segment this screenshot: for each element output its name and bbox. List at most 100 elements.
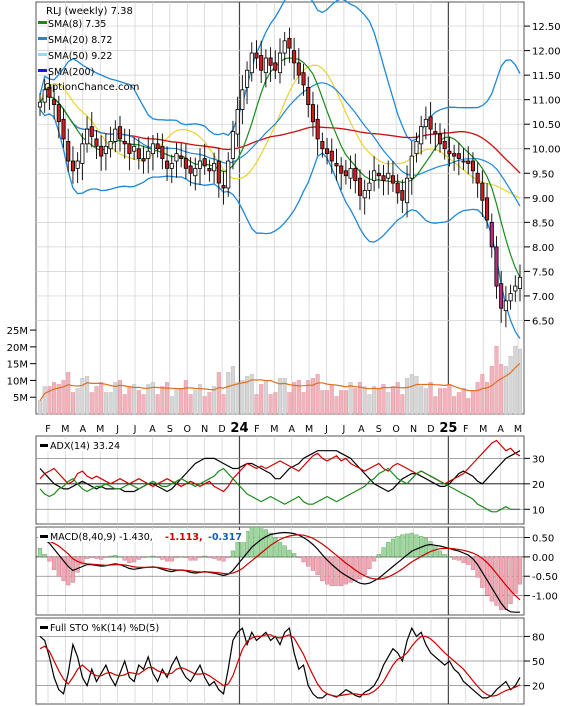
macd-histogram-bar <box>390 538 396 558</box>
x-tick-label: N <box>201 424 208 435</box>
volume-tick-label: 15M <box>7 360 28 371</box>
candle-body <box>343 170 348 177</box>
candle-body <box>94 138 99 147</box>
candlestick <box>268 47 273 83</box>
candle-body <box>99 145 104 157</box>
macd-histogram-bar <box>461 556 466 564</box>
volume-bar <box>263 380 268 415</box>
candle-body <box>66 140 71 162</box>
volume-bar <box>362 386 367 415</box>
candlestick <box>287 27 292 63</box>
macd-histogram-bar <box>127 556 132 564</box>
candle-body <box>146 150 151 159</box>
macd-histogram-bar <box>386 542 391 558</box>
candle-body <box>310 104 315 123</box>
adx-tick-label: 20 <box>532 480 545 491</box>
volume-bar <box>273 392 278 415</box>
macd-histogram-bar <box>437 550 443 558</box>
macd-title: MACD(8,40,9) -1.430, <box>50 532 153 543</box>
candlestick <box>70 146 75 184</box>
sto-swatch <box>40 626 48 629</box>
x-tick-label: D <box>218 424 225 435</box>
candlestick <box>485 183 490 229</box>
macd-hist-value: -0.317 <box>208 532 242 543</box>
volume-bar <box>386 392 391 415</box>
macd-histogram-bar <box>292 553 297 558</box>
volume-bar <box>80 378 85 415</box>
volume-bar <box>150 382 155 415</box>
legend-swatch-sma8 <box>38 21 47 24</box>
candlestick <box>315 104 320 156</box>
candle-body <box>183 158 188 169</box>
x-tick-label: O <box>392 424 399 435</box>
volume-bar <box>433 396 438 415</box>
x-tick-label: N <box>410 424 417 435</box>
candle-body <box>357 177 363 196</box>
candlestick <box>334 148 339 181</box>
macd-histogram-bar <box>381 547 386 558</box>
candlestick <box>517 264 523 302</box>
candlestick <box>42 79 47 113</box>
legend-sma200: SMA(200) <box>48 67 94 78</box>
volume-bar <box>61 380 66 415</box>
candle-body <box>127 143 132 155</box>
volume-bar <box>480 374 485 415</box>
macd-histogram-bar <box>244 531 250 558</box>
volume-bar <box>310 378 315 415</box>
volume-bar <box>249 374 254 415</box>
macd-histogram-bar <box>136 556 141 560</box>
candle-body <box>503 300 508 312</box>
candle-body <box>282 40 287 54</box>
candlestick <box>263 49 268 88</box>
candlestick <box>386 160 391 195</box>
volume-bar <box>400 394 405 415</box>
candlestick <box>273 50 278 80</box>
macd-histogram-bar <box>273 537 278 558</box>
symbol-title: RLJ (weekly) 7.38 <box>46 6 133 17</box>
volume-bar <box>193 390 198 415</box>
candle-body <box>466 160 471 164</box>
candlestick <box>513 275 518 302</box>
volume-bar <box>42 386 47 415</box>
macd-histogram-bar <box>47 556 52 562</box>
candlestick <box>150 135 155 171</box>
sto-series-line <box>39 634 521 697</box>
volume-bar <box>423 388 428 415</box>
volume-tick-label: 10M <box>7 376 28 387</box>
candlestick <box>461 148 466 170</box>
macd-histogram-bar <box>174 556 179 558</box>
candle-body <box>259 55 264 71</box>
candlestick <box>381 164 386 196</box>
price-tick-label: 12.50 <box>532 22 561 33</box>
candle-body <box>292 50 297 64</box>
x-tick-label: M <box>514 424 522 435</box>
candle-body <box>367 182 372 191</box>
macd-histogram-bar <box>183 556 188 558</box>
candlestick <box>362 179 367 215</box>
candlestick <box>240 75 245 125</box>
candlestick <box>329 138 334 174</box>
volume-tick-label: 25M <box>7 326 28 337</box>
candlestick <box>353 153 358 194</box>
volume-bar <box>165 382 170 415</box>
macd-histogram-bar <box>320 556 325 581</box>
macd-histogram-bar <box>277 542 283 558</box>
x-tick-label: S <box>167 424 173 435</box>
candle-body <box>517 276 523 289</box>
candlestick <box>235 96 240 147</box>
volume-bar <box>296 380 301 415</box>
candlestick <box>113 120 118 153</box>
volume-bar <box>357 382 363 415</box>
volume-bar <box>66 372 71 415</box>
x-tick-label: M <box>61 424 69 435</box>
price-tick-label: 9.00 <box>532 194 554 205</box>
volume-bar <box>155 394 160 415</box>
macd-histogram-bar <box>404 533 410 558</box>
candle-body <box>390 175 395 184</box>
candlestick <box>466 146 471 175</box>
candlestick <box>75 152 80 184</box>
candle-body <box>263 57 268 74</box>
x-tick-label: 25 <box>439 421 457 436</box>
macd-histogram-bar <box>216 556 221 561</box>
candlestick <box>414 132 419 163</box>
